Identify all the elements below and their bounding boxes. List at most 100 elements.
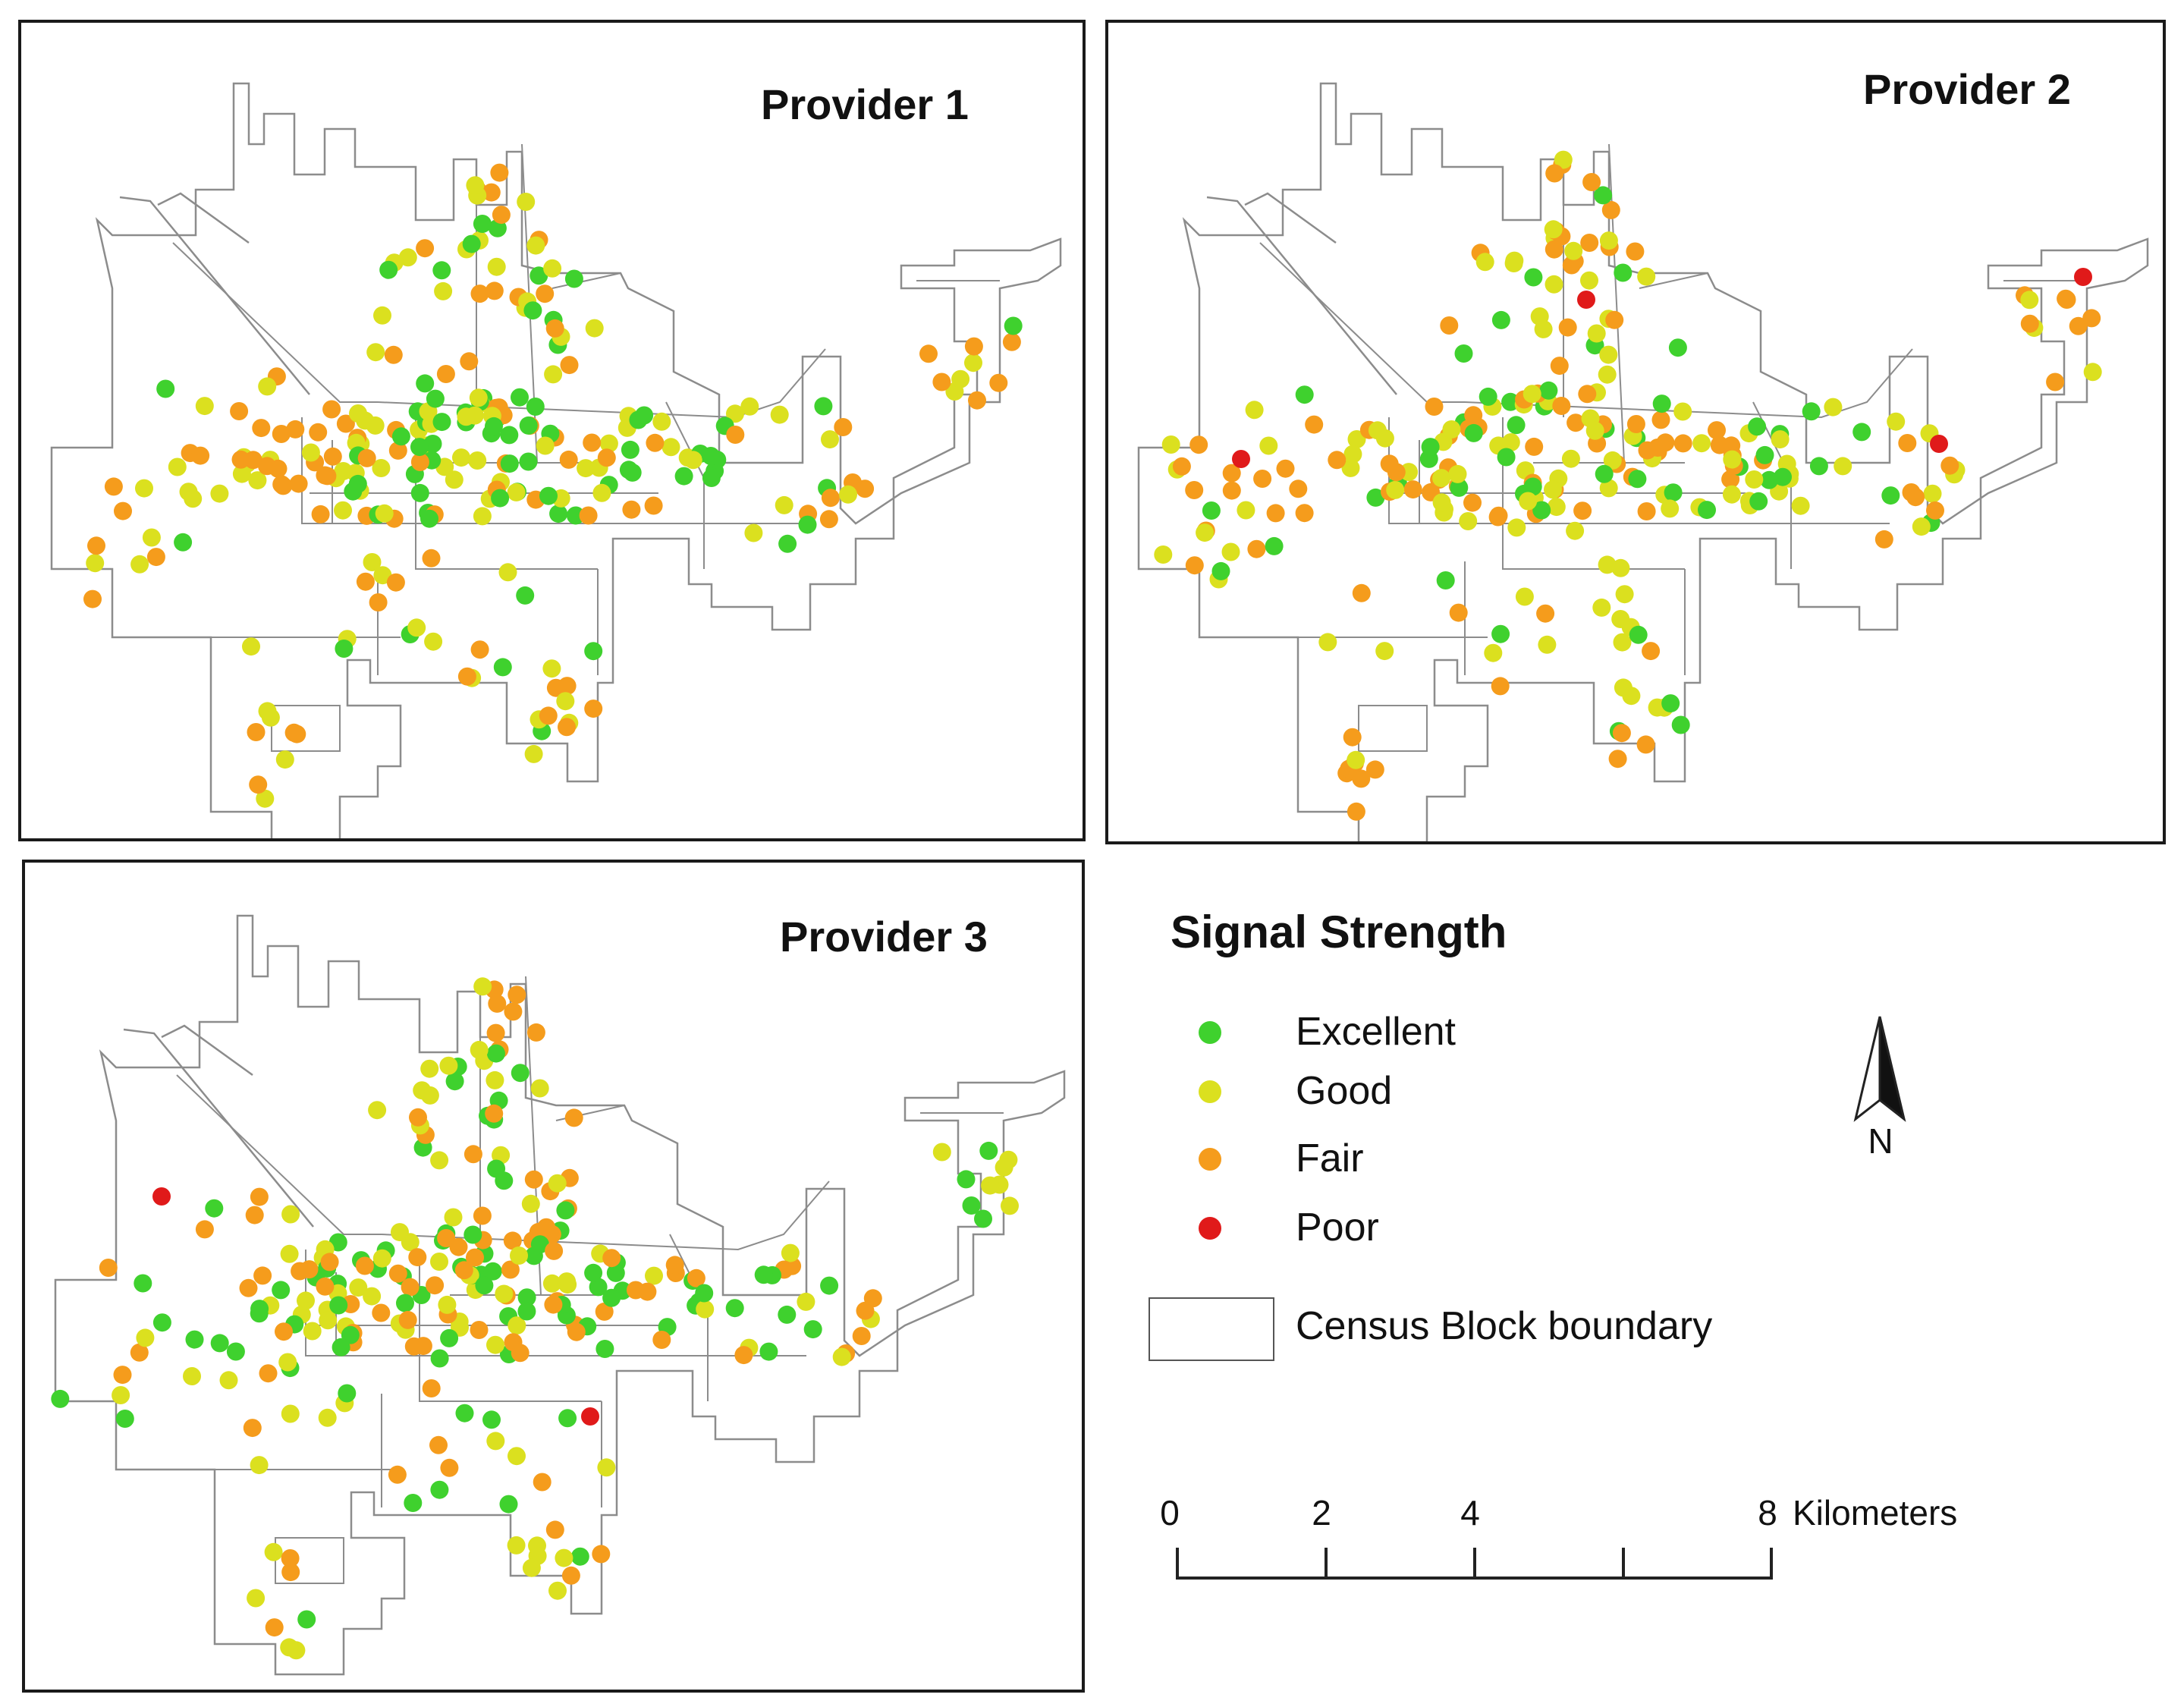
signal-point	[555, 1548, 573, 1567]
signal-point	[584, 1263, 603, 1282]
signal-point	[1459, 512, 1478, 530]
signal-point	[1906, 488, 1925, 507]
signal-point	[1554, 150, 1573, 169]
signal-point	[503, 1231, 522, 1250]
signal-point	[1484, 643, 1503, 662]
signal-point	[99, 1259, 118, 1277]
signal-point	[2057, 289, 2076, 308]
signal-point	[275, 1322, 293, 1341]
signal-point-poor	[581, 1407, 599, 1426]
signal-point	[537, 1218, 556, 1237]
signal-point	[1185, 481, 1204, 499]
signal-point	[1722, 485, 1741, 504]
signal-point	[770, 405, 789, 424]
signal-point	[2046, 373, 2065, 391]
signal-point	[434, 281, 453, 300]
signal-point	[979, 1141, 998, 1160]
signal-point	[232, 464, 251, 483]
signal-point	[185, 1330, 204, 1349]
signal-point	[964, 354, 982, 373]
signal-point	[372, 459, 391, 477]
signal-point	[1440, 316, 1459, 335]
signal-point	[388, 1465, 407, 1484]
signal-point	[1347, 802, 1365, 821]
signal-point	[329, 1296, 348, 1315]
signal-point	[430, 1151, 449, 1170]
signal-point	[1544, 480, 1562, 499]
signal-point	[320, 1253, 339, 1272]
legend-title: Signal Strength	[1171, 907, 1507, 957]
signal-point	[1425, 398, 1444, 416]
scale-tick-label-8: 8	[1758, 1493, 1777, 1533]
signal-point	[281, 1563, 300, 1582]
census-block-label: Census Block boundary	[1296, 1304, 1713, 1348]
signal-point	[256, 789, 275, 808]
signal-point	[373, 566, 392, 585]
signal-point	[1347, 750, 1365, 769]
signal-point	[473, 1206, 492, 1225]
signal-point	[542, 659, 561, 678]
signal-point	[524, 744, 543, 763]
signal-point	[1491, 310, 1510, 329]
signal-point	[1614, 263, 1633, 282]
signal-point	[1436, 571, 1455, 589]
signal-point	[152, 1313, 171, 1332]
signal-point	[1940, 456, 1959, 475]
signal-point	[113, 1366, 132, 1385]
signal-point	[558, 718, 576, 737]
signal-point	[597, 1458, 616, 1477]
signal-point	[597, 448, 616, 467]
signal-point	[438, 1295, 457, 1314]
scale-unit-label: Kilometers	[1793, 1493, 1957, 1533]
signal-point	[1749, 492, 1768, 511]
signal-point	[2020, 291, 2039, 310]
signal-point	[396, 1294, 414, 1312]
signal-point-poor	[1930, 435, 1948, 453]
signal-point	[2069, 316, 2088, 335]
signal-point	[184, 489, 203, 508]
signal-point	[1708, 421, 1726, 440]
signal-point	[759, 1342, 778, 1361]
signal-point	[473, 977, 492, 996]
signal-point	[623, 463, 642, 482]
signal-point	[432, 413, 451, 432]
signal-point	[475, 1276, 494, 1295]
signal-point-poor	[152, 1187, 171, 1206]
signal-point	[288, 725, 306, 743]
signal-point	[437, 1229, 456, 1247]
signal-point	[674, 467, 693, 486]
signal-point	[253, 1266, 272, 1285]
signal-point	[1608, 750, 1627, 769]
signal-point	[1523, 385, 1541, 404]
signal-point	[487, 1159, 506, 1178]
signal-point	[533, 1473, 551, 1492]
signal-point	[556, 1201, 575, 1220]
signal-point	[1265, 536, 1284, 555]
signal-point	[86, 554, 105, 573]
signal-point	[1491, 677, 1510, 696]
signal-point	[599, 434, 618, 453]
panel-title-provider-3: Provider 3	[780, 913, 988, 960]
city-boundary-outline	[50, 82, 1062, 838]
signal-point	[258, 377, 277, 396]
signal-point	[548, 1581, 567, 1600]
signal-point	[516, 586, 535, 605]
signal-point	[821, 430, 839, 449]
census-block-swatch	[1149, 1297, 1274, 1361]
signal-point	[156, 379, 175, 398]
map-canvas-provider-3	[51, 914, 1066, 1676]
signal-point	[1375, 642, 1394, 661]
signal-point	[468, 451, 487, 470]
signal-point	[83, 589, 102, 608]
signal-point	[1755, 445, 1774, 464]
signal-point	[1673, 434, 1692, 453]
signal-point	[1343, 728, 1362, 747]
signal-point	[210, 1334, 229, 1353]
signal-point	[1305, 415, 1324, 434]
signal-point	[702, 469, 721, 487]
signal-point	[1386, 480, 1405, 499]
signal-point	[519, 416, 538, 435]
signal-point	[500, 426, 519, 445]
signal-point	[602, 1288, 621, 1307]
signal-point	[974, 1209, 992, 1228]
